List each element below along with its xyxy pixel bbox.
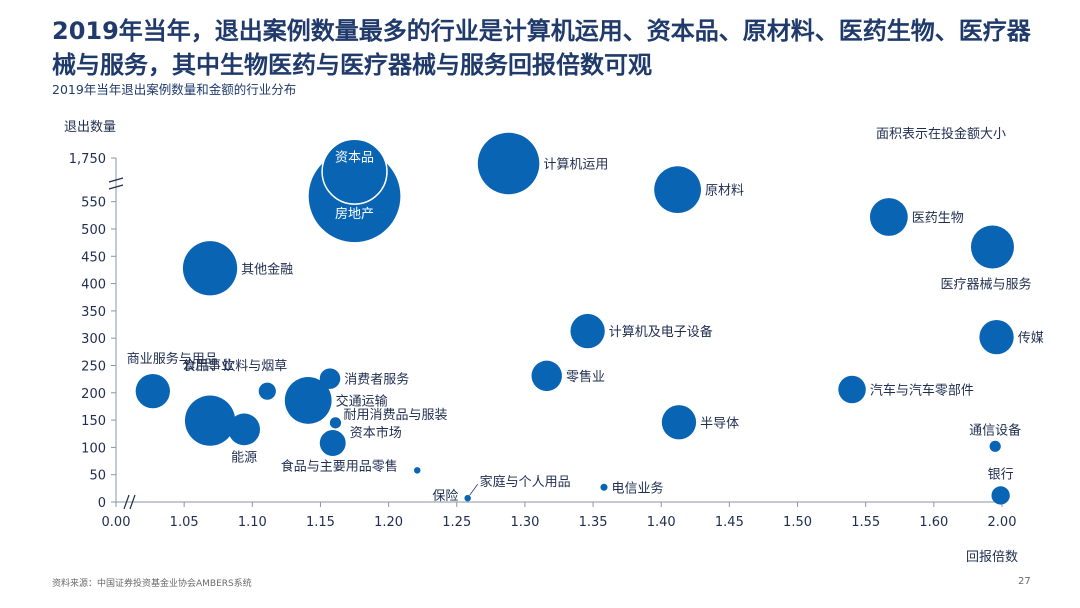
size-legend-note: 面积表示在投金额大小 [876,126,1006,142]
bubble [531,360,562,392]
bubble [319,430,346,456]
y-tick-label: 200 [81,387,106,402]
bubble [991,486,1010,505]
bubble-label: 计算机运用 [543,157,608,172]
bubble [319,368,341,389]
y-tick-label: 450 [81,250,106,265]
x-tick-label: 1.25 [442,515,471,530]
y-tick-label: 550 [81,196,106,211]
bubble-label: 计算机及电子设备 [609,324,713,340]
bubble-label: 其他金融 [241,261,293,277]
y-tick-label: 500 [81,223,106,238]
chart-subtitle: 2019年当年退出案例数量和金额的行业分布 [52,82,297,97]
bubble [228,413,261,446]
page-number: 27 [1018,576,1031,587]
x-tick-label: 1.60 [919,515,948,530]
bubble-label: 零售业 [566,369,605,385]
bubble-label: 公用事业 [182,359,234,374]
bubble [869,198,908,236]
bubble [321,138,388,205]
y-tick-label: 100 [81,441,106,456]
bubble [184,395,236,446]
bubble-label: 银行 [988,467,1014,482]
y-tick-label: 50 [89,469,106,484]
x-tick-label: 1.40 [647,515,676,530]
y-axis-label: 退出数量 [64,120,116,135]
y-tick-label: 400 [81,278,106,293]
bubble-label: 消费者服务 [344,372,409,388]
bubble-label: 通信设备 [969,422,1021,438]
y-axis-break-mark [108,177,124,190]
bubble [838,375,866,404]
x-tick-label: 1.45 [715,515,744,530]
y-tick-label: 250 [81,359,106,374]
bubble [258,382,276,400]
y-tick-label: 0 [98,496,106,511]
bubble-label: 资本市场 [350,425,402,441]
y-tick-label: 150 [81,414,106,429]
bubble-label: 商业服务与用品 [127,351,218,367]
bubble [284,377,332,424]
chart-axes: 0 50 100 150 200 250 300 350 400 450 500 550 1,750 0.… [69,152,1017,530]
bubble-label: 保险 [432,489,458,504]
x-tick-label: 1.30 [510,515,539,530]
bubble-label: 原材料 [705,184,744,199]
x-tick-label: 1.35 [579,515,608,530]
leader-line [469,483,478,496]
bubble [570,313,605,349]
bubble-label: 房地产 [335,206,374,222]
bubble-label: 半导体 [700,416,739,431]
bubble [477,132,540,195]
bubble-label: 电信业务 [612,480,664,496]
bubble-label: 医疗器械与服务 [940,277,1031,293]
bubble-label: 医药生物 [912,211,964,226]
x-tick-label: 1.05 [170,515,199,530]
source-note: 资料来源：中国证券投资基金业协会AMBERS系统 [52,579,252,589]
page-title: 2019年当年，退出案例数量最多的行业是计算机运用、资本品、原材料、医药生物、医… [52,17,1031,79]
x-tick-label: 1.20 [374,515,403,530]
y-tick-label: 350 [81,305,106,320]
x-tick-label: 1.55 [851,515,880,530]
bubble [654,166,701,214]
y-tick-label: 300 [81,332,106,347]
x-tick-label: 2.00 [988,515,1017,530]
bubble [135,373,170,409]
x-tick-label: 1.50 [783,515,812,530]
bubble-series [135,132,1014,505]
bubble-label: 资本品 [335,151,374,166]
x-axis-label: 回报倍数 [966,550,1018,565]
x-tick-label: 1.15 [306,515,335,530]
bubble-label: 食品、饮料与烟草 [183,358,287,374]
bubble-label: 食品与主要用品零售 [281,458,398,474]
y-tick-label: 1,750 [69,152,106,167]
bubble [970,225,1014,269]
bubble-label: 能源 [231,450,257,465]
bubble-label: 耐用消费品与服装 [343,408,447,423]
bubble [600,483,608,491]
bubble [661,405,697,440]
bubble [182,241,238,296]
bubble-label: 家庭与个人用品 [480,474,571,490]
bubble [989,440,1001,452]
bubble [464,494,471,502]
bubble-label: 交通运输 [336,393,388,409]
bubble-label: 传媒 [1018,331,1044,346]
x-tick-label: 1.10 [238,515,267,530]
x-tick-label: 0.00 [102,515,131,530]
bubble-label: 汽车与汽车零部件 [870,383,974,399]
bubble [413,467,421,474]
bubble [329,417,342,429]
bubble [979,319,1014,355]
x-axis-break-mark [123,494,136,510]
